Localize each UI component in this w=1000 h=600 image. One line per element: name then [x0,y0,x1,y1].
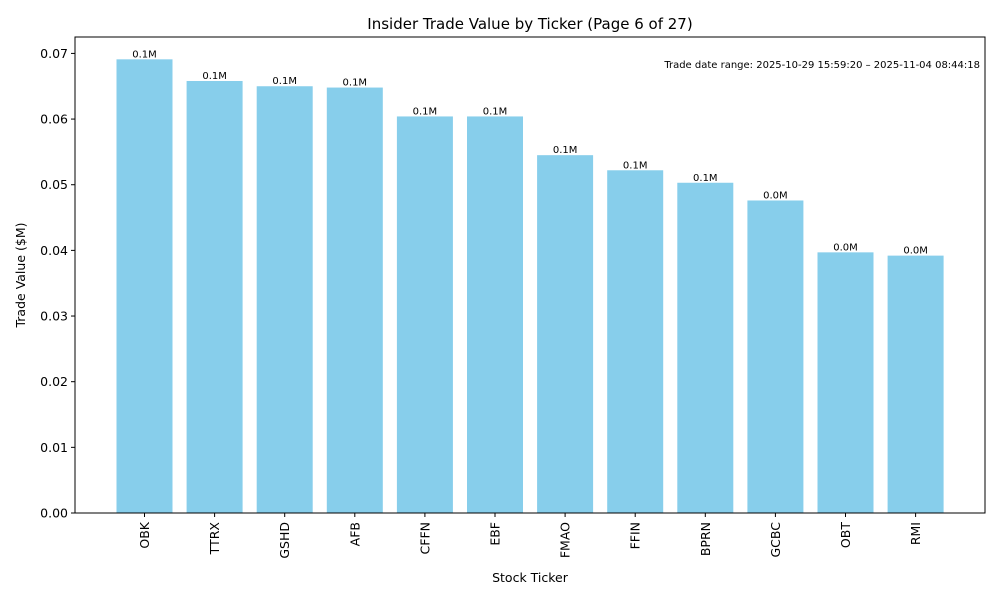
x-tick-label-ttrx: TTRX [207,522,222,556]
y-tick-label: 0.00 [40,506,68,521]
x-tick-label-afb: AFB [347,522,362,546]
bar-rmi [887,255,944,514]
bar-ttrx [186,80,243,514]
bar-ebf [467,116,523,514]
bar-cffn [396,116,453,514]
x-tick-label-gcbc: GCBC [768,522,783,558]
x-tick-label-ebf: EBF [488,522,503,546]
x-axis: OBK TTRX GSHD AFB CFFN EBF FMAO FFIN BPRN GCBC OBT… [137,513,923,559]
y-tick-label: 0.02 [40,374,68,389]
data-label-ebf: 0.1M [483,106,508,117]
data-label-gcbc: 0.0M [763,190,788,201]
y-axis-label: Trade Value ($M) [13,223,28,329]
bar-gshd [256,86,313,513]
y-tick-label: 0.04 [40,243,68,258]
y-axis: 0.00 0.01 0.02 0.03 0.04 0.05 0.06 0.07 [40,46,75,521]
bar-obk [116,59,173,514]
x-tick-label-fmao: FMAO [558,522,573,558]
bars-layer [116,59,944,514]
x-tick-label-cffn: CFFN [417,522,432,554]
data-label-obk: 0.1M [132,49,157,60]
bar-obt [817,252,874,513]
plot-area-frame [74,36,986,514]
x-tick-label-bprn: BPRN [698,522,713,556]
data-label-afb: 0.1M [343,78,368,89]
y-tick-label: 0.06 [40,112,68,127]
data-label-gshd: 0.1M [272,76,297,87]
x-axis-label: Stock Ticker [492,570,569,585]
bar-bprn [677,182,734,513]
bar-fmao [537,155,594,513]
data-label-cffn: 0.1M [413,106,438,117]
y-tick-label: 0.01 [40,440,68,455]
y-tick-label: 0.03 [40,309,68,324]
x-tick-label-obk: OBK [137,521,152,548]
bar-ffin [607,170,664,513]
bar-afb [326,87,383,514]
x-tick-label-gshd: GSHD [277,522,292,559]
data-label-ffin: 0.1M [623,160,648,171]
x-tick-label-obt: OBT [838,522,853,548]
data-labels-layer: 0.1M 0.1M 0.1M 0.1M 0.1M 0.1M 0.1M 0.1M 0.1M 0.0M… [132,49,928,256]
data-label-rmi: 0.0M [903,246,928,257]
y-tick-label: 0.07 [40,46,68,61]
data-label-obt: 0.0M [833,242,858,253]
x-tick-label-ffin: FFIN [628,522,643,549]
date-range-annotation: Trade date range: 2025-10-29 15:59:20 – … [663,60,980,71]
data-label-ttrx: 0.1M [202,71,227,82]
x-tick-label-rmi: RMI [908,522,923,545]
y-tick-label: 0.05 [40,177,68,192]
data-label-fmao: 0.1M [553,145,578,156]
chart-title: Insider Trade Value by Ticker (Page 6 of… [367,15,692,33]
data-label-bprn: 0.1M [693,173,718,184]
bar-gcbc [747,200,804,513]
